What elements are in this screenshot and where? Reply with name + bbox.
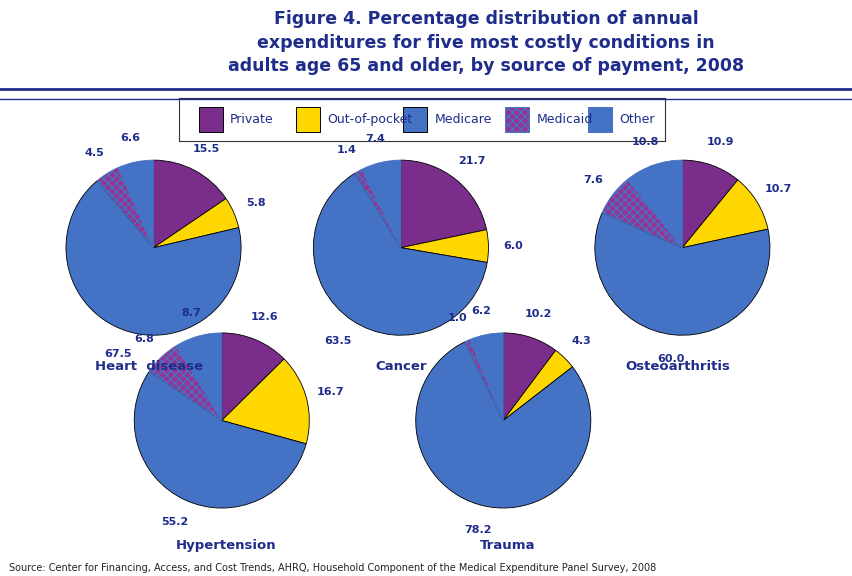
- Text: 16.7: 16.7: [316, 387, 343, 397]
- Text: Trauma: Trauma: [479, 539, 535, 552]
- Wedge shape: [118, 160, 153, 248]
- Bar: [296, 107, 320, 132]
- Wedge shape: [153, 160, 226, 248]
- Wedge shape: [400, 160, 486, 248]
- Wedge shape: [313, 173, 486, 335]
- Text: Osteoarthritis: Osteoarthritis: [625, 360, 729, 373]
- Wedge shape: [361, 160, 400, 248]
- Text: 4.5: 4.5: [84, 147, 104, 157]
- Wedge shape: [97, 168, 153, 248]
- Wedge shape: [627, 160, 682, 248]
- Text: 6.0: 6.0: [503, 241, 522, 251]
- Text: 7.4: 7.4: [365, 134, 384, 143]
- Text: 6.6: 6.6: [120, 133, 141, 143]
- Wedge shape: [153, 199, 239, 248]
- Bar: [199, 107, 222, 132]
- Wedge shape: [415, 342, 590, 508]
- Text: 63.5: 63.5: [324, 336, 352, 346]
- Wedge shape: [464, 339, 503, 420]
- Wedge shape: [176, 333, 222, 420]
- Wedge shape: [354, 169, 400, 248]
- Text: 21.7: 21.7: [458, 156, 485, 166]
- Text: 67.5: 67.5: [104, 349, 132, 359]
- Wedge shape: [149, 346, 222, 420]
- Wedge shape: [682, 160, 737, 248]
- Text: 10.9: 10.9: [705, 137, 733, 147]
- Wedge shape: [503, 333, 555, 420]
- Wedge shape: [503, 350, 572, 420]
- Text: 7.6: 7.6: [583, 175, 602, 184]
- Bar: [504, 107, 528, 132]
- Text: Source: Center for Financing, Access, and Cost Trends, AHRQ, Household Component: Source: Center for Financing, Access, an…: [9, 563, 655, 573]
- Text: 10.2: 10.2: [524, 309, 551, 319]
- Text: 1.4: 1.4: [336, 145, 356, 155]
- Text: 6.2: 6.2: [471, 305, 491, 316]
- Wedge shape: [222, 359, 309, 444]
- Text: 10.7: 10.7: [763, 184, 791, 194]
- Wedge shape: [682, 180, 767, 248]
- Text: Hypertension: Hypertension: [176, 539, 276, 552]
- Bar: [402, 107, 427, 132]
- Text: Cancer: Cancer: [375, 360, 426, 373]
- Text: Medicare: Medicare: [434, 113, 492, 126]
- Wedge shape: [469, 333, 503, 420]
- Wedge shape: [134, 372, 306, 508]
- Text: Out-of-pocket: Out-of-pocket: [327, 113, 412, 126]
- Text: 10.8: 10.8: [630, 137, 658, 147]
- Text: 78.2: 78.2: [463, 525, 491, 535]
- Bar: [587, 107, 611, 132]
- Text: 15.5: 15.5: [193, 143, 220, 154]
- Text: 4.3: 4.3: [572, 336, 591, 346]
- Text: Private: Private: [230, 113, 273, 126]
- Wedge shape: [222, 333, 284, 420]
- Text: 8.7: 8.7: [181, 308, 201, 317]
- Text: Medicaid: Medicaid: [536, 113, 592, 126]
- Text: 12.6: 12.6: [250, 312, 279, 322]
- Wedge shape: [594, 213, 769, 335]
- Text: Other: Other: [619, 113, 653, 126]
- Text: Heart  disease: Heart disease: [95, 360, 203, 373]
- Text: 1.0: 1.0: [447, 313, 467, 323]
- Wedge shape: [66, 181, 241, 335]
- Text: 6.8: 6.8: [135, 334, 154, 344]
- Text: 60.0: 60.0: [657, 354, 684, 364]
- Wedge shape: [602, 180, 682, 248]
- Text: 5.8: 5.8: [246, 198, 266, 207]
- Text: Figure 4. Percentage distribution of annual
expenditures for five most costly co: Figure 4. Percentage distribution of ann…: [227, 10, 744, 75]
- Wedge shape: [400, 230, 488, 263]
- Text: 55.2: 55.2: [161, 517, 188, 527]
